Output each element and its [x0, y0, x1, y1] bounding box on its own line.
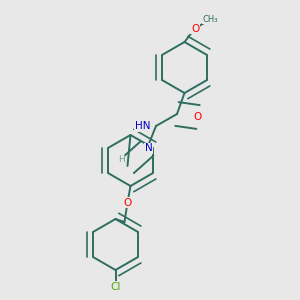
- Text: O: O: [194, 112, 202, 122]
- Text: HN: HN: [134, 121, 150, 131]
- Text: N: N: [145, 143, 152, 154]
- Text: O: O: [123, 197, 132, 208]
- Text: Cl: Cl: [110, 281, 121, 292]
- Text: H: H: [118, 155, 124, 164]
- Text: CH₃: CH₃: [202, 15, 218, 24]
- Text: O: O: [191, 23, 199, 34]
